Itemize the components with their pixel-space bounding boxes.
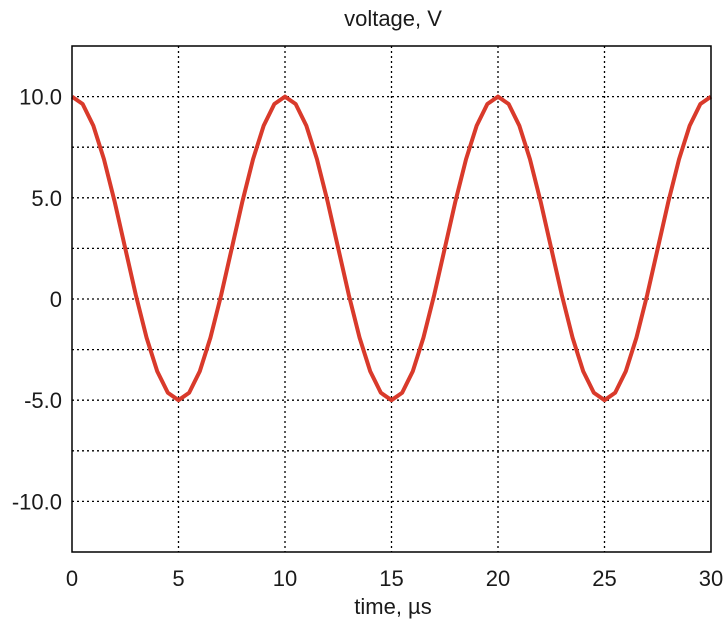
x-tick-label: 5 [172, 566, 184, 591]
grid [72, 46, 711, 552]
y-tick-label: -5.0 [24, 388, 62, 413]
x-tick-label: 20 [486, 566, 510, 591]
x-axis-ticks: 0 5 10 15 20 25 30 [66, 566, 723, 591]
series-line [70, 94, 713, 403]
x-tick-label: 25 [592, 566, 616, 591]
x-axis-title: time, µs [354, 594, 431, 619]
x-tick-label: 0 [66, 566, 78, 591]
x-tick-label: 10 [273, 566, 297, 591]
x-tick-label: 30 [699, 566, 723, 591]
x-tick-label: 15 [379, 566, 403, 591]
series-layer [70, 94, 713, 403]
y-tick-label: 5.0 [31, 186, 62, 211]
y-tick-label: 0 [50, 287, 62, 312]
plot-frame [71, 45, 712, 553]
chart-title: voltage, V [344, 6, 442, 31]
y-axis-ticks: 10.0 5.0 0 -5.0 -10.0 [12, 85, 62, 515]
y-tick-label: -10.0 [12, 489, 62, 514]
y-tick-label: 10.0 [19, 85, 62, 110]
